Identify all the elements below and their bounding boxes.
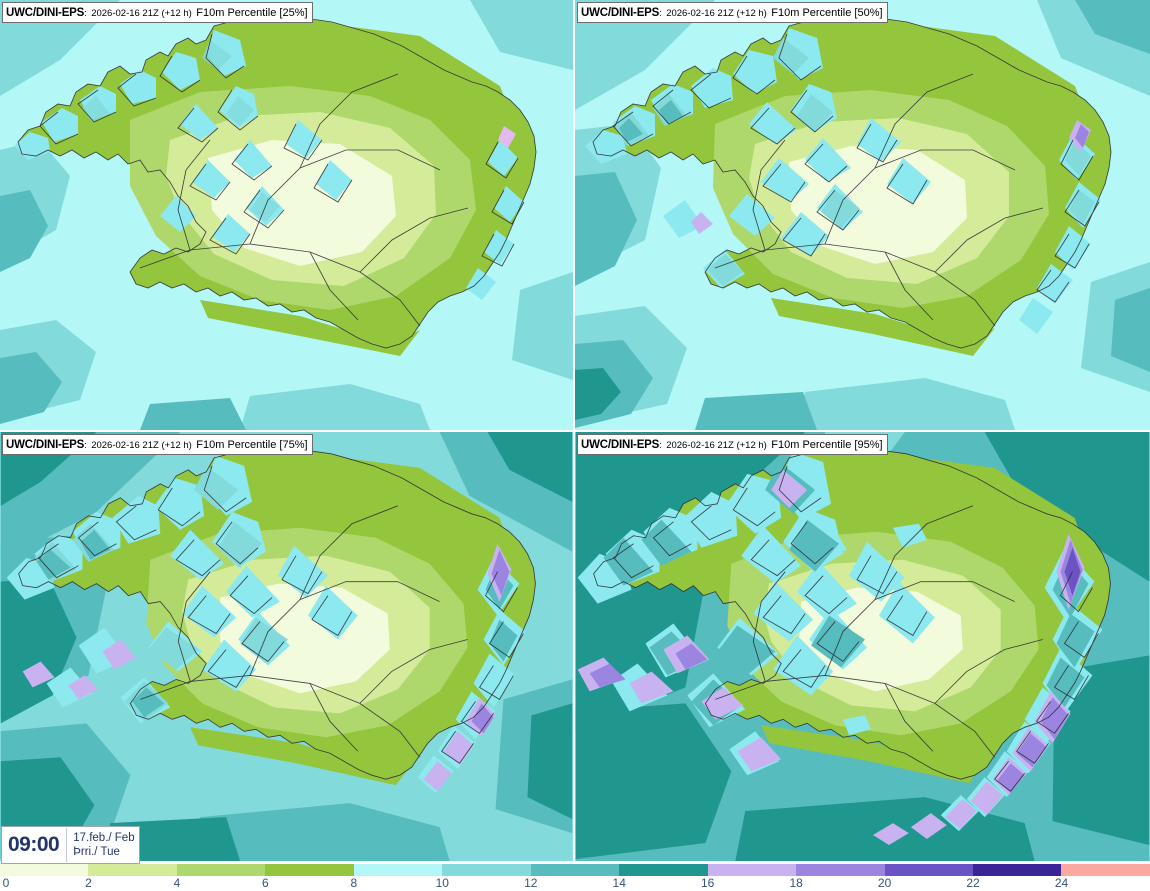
colorbar-tick-20: 20	[877, 876, 892, 890]
panel-sep-50: :	[659, 8, 662, 19]
colorbar-tick-10: 10	[435, 876, 449, 890]
panel-run-95: 2026-02-16 21Z (+12 h)	[666, 440, 767, 451]
map-canvas-75	[0, 432, 573, 861]
panel-parameter-50: F10m Percentile [50%]	[771, 7, 883, 19]
colorbar	[0, 864, 1150, 876]
coastline-overlay	[593, 449, 1111, 792]
valid-date-group: 17.feb./ Feb Þrri./ Tue	[67, 831, 134, 860]
colorbar-tick-24: 24	[1054, 876, 1069, 890]
panel-run-25: 2026-02-16 21Z (+12 h)	[91, 8, 192, 19]
panel-model-50: UWC/DINI-EPS	[581, 7, 660, 19]
coastline-overlay	[17, 17, 537, 349]
panel-title-25: UWC/DINI-EPS: 2026-02-16 21Z (+12 h) F10…	[2, 2, 313, 23]
colorbar-ticks: 0 2 4 6 8 10 12 14 16 18 20 22 24	[0, 876, 1150, 891]
colorbar-band-4	[353, 864, 443, 876]
panel-grid: UWC/DINI-EPS: 2026-02-16 21Z (+12 h) F10…	[0, 0, 1150, 861]
colorbar-band-10	[884, 864, 973, 876]
panel-run-50: 2026-02-16 21Z (+12 h)	[666, 8, 767, 19]
colorbar-tick-18: 18	[789, 876, 803, 890]
colorbar-band-2	[176, 864, 266, 876]
colorbar-band-8	[707, 864, 797, 876]
panel-model-95: UWC/DINI-EPS	[581, 439, 660, 451]
valid-date-line2: Þrri./ Tue	[73, 846, 120, 858]
colorbar-band-12	[1061, 864, 1150, 876]
panel-sep-25: :	[84, 8, 87, 19]
panel-percentile-95[interactable]: UWC/DINI-EPS: 2026-02-16 21Z (+12 h) F10…	[575, 432, 1150, 861]
map-canvas-95	[575, 432, 1150, 861]
time-box-divider	[66, 828, 68, 862]
valid-time-clock: 09:00	[8, 833, 60, 856]
valid-time-box: 09:00 17.feb./ Feb Þrri./ Tue	[1, 826, 140, 864]
panel-sep-75: :	[84, 440, 87, 451]
colorbar-band-9	[796, 864, 885, 876]
panel-percentile-75[interactable]: UWC/DINI-EPS: 2026-02-16 21Z (+12 h) F10…	[0, 432, 573, 861]
panel-model-25: UWC/DINI-EPS	[6, 7, 85, 19]
panel-parameter-25: F10m Percentile [25%]	[196, 7, 308, 19]
colorbar-tick-0: 0	[2, 876, 10, 890]
colorbar-band-11	[972, 864, 1062, 876]
coastline-overlay	[18, 449, 536, 780]
colorbar-band-1	[88, 864, 177, 876]
panel-sep-95: :	[659, 440, 662, 451]
colorbar-tick-22: 22	[966, 876, 980, 890]
coastline-overlay	[592, 17, 1112, 349]
colorbar-tick-6: 6	[262, 876, 269, 890]
map-canvas-50	[575, 0, 1150, 430]
panel-run-75: 2026-02-16 21Z (+12 h)	[91, 440, 192, 451]
panel-title-95: UWC/DINI-EPS: 2026-02-16 21Z (+12 h) F10…	[577, 434, 888, 455]
panel-model-75: UWC/DINI-EPS	[6, 439, 85, 451]
colorbar-tick-4: 4	[173, 876, 181, 890]
panel-parameter-95: F10m Percentile [95%]	[771, 439, 883, 451]
map-canvas-25	[0, 0, 573, 430]
colorbar-band-0	[0, 864, 89, 876]
colorbar-tick-2: 2	[85, 876, 92, 890]
colorbar-tick-8: 8	[350, 876, 358, 890]
colorbar-tick-12: 12	[524, 876, 538, 890]
colorbar-band-7	[619, 864, 708, 876]
panel-title-75: UWC/DINI-EPS: 2026-02-16 21Z (+12 h) F10…	[2, 434, 313, 455]
colorbar-band-5	[442, 864, 531, 876]
panel-percentile-50[interactable]: UWC/DINI-EPS: 2026-02-16 21Z (+12 h) F10…	[575, 0, 1150, 430]
panel-percentile-25[interactable]: UWC/DINI-EPS: 2026-02-16 21Z (+12 h) F10…	[0, 0, 573, 430]
colorbar-tick-16: 16	[701, 876, 715, 890]
panel-title-50: UWC/DINI-EPS: 2026-02-16 21Z (+12 h) F10…	[577, 2, 888, 23]
panel-parameter-75: F10m Percentile [75%]	[196, 439, 308, 451]
colorbar-tick-14: 14	[612, 876, 626, 890]
colorbar-band-3	[265, 864, 354, 876]
valid-date-line1: 17.feb./ Feb	[73, 831, 135, 844]
colorbar-band-6	[530, 864, 620, 876]
